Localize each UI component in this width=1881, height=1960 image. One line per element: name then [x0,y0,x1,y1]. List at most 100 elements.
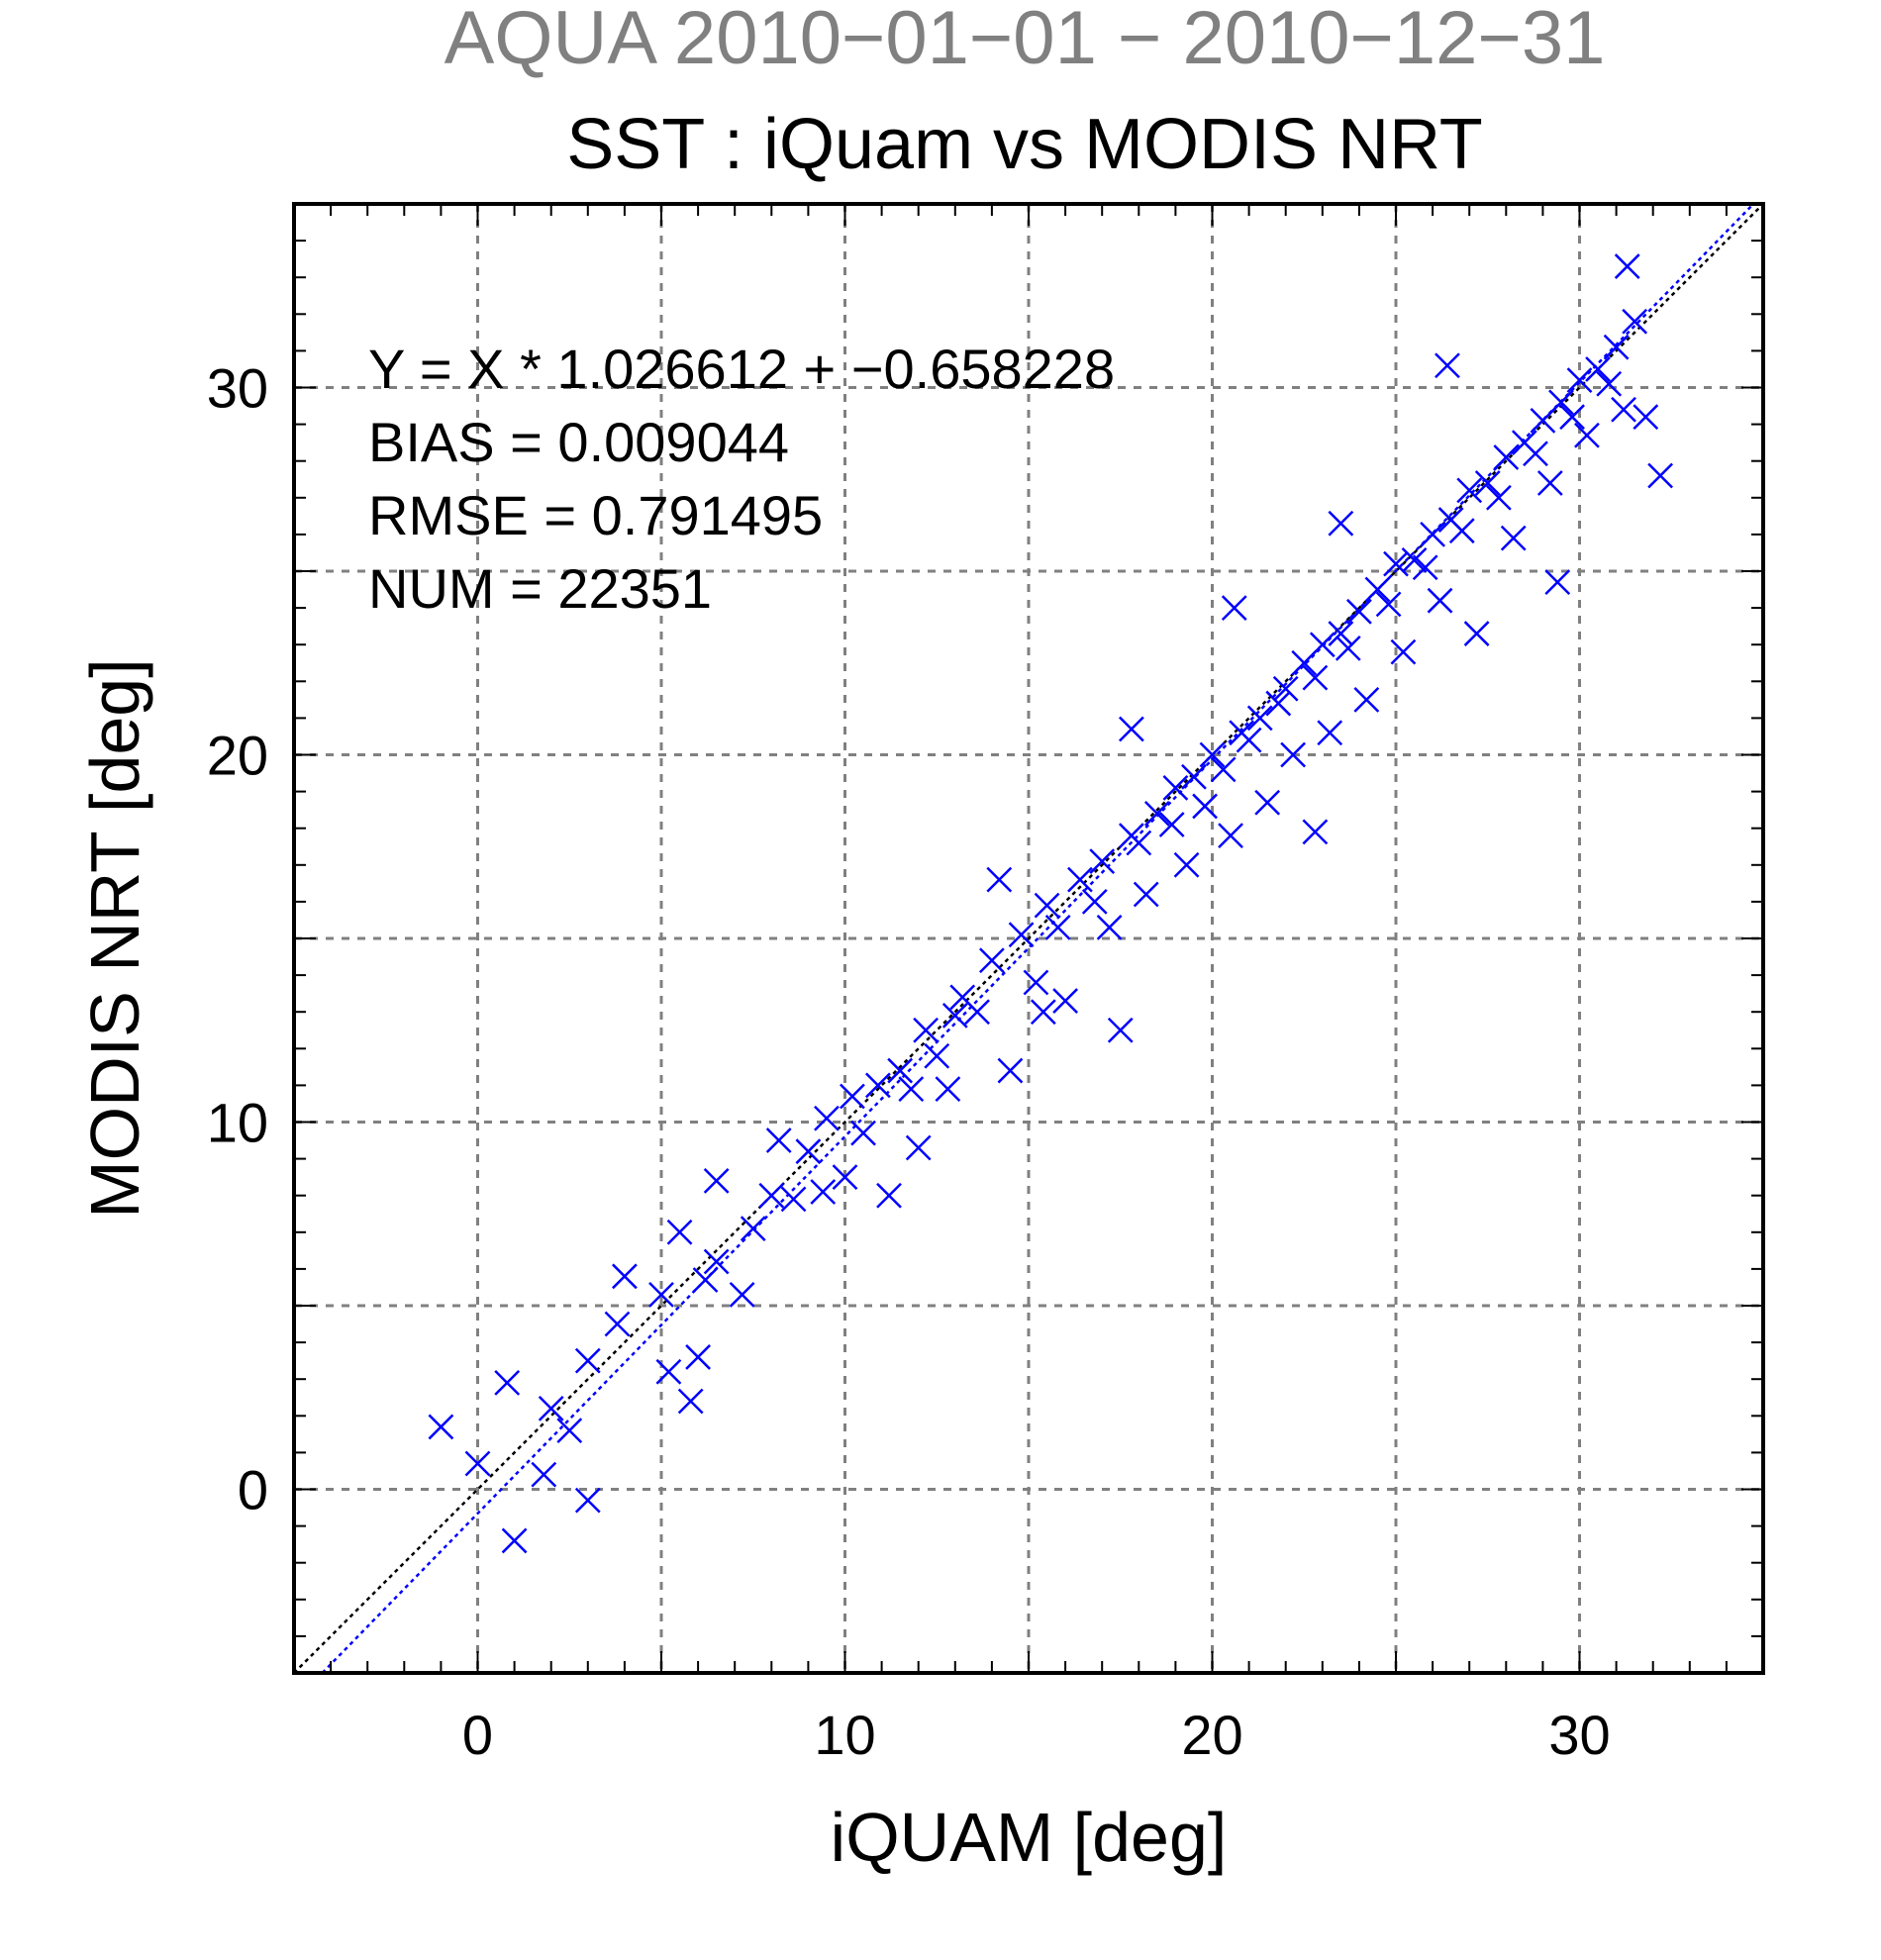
data-point [1500,525,1527,551]
regression-line [321,203,1755,1674]
data-point [703,1167,730,1194]
data-point [865,1072,891,1099]
data-point [1118,716,1144,742]
data-point [685,1344,711,1370]
x-tick-label: 20 [1181,1704,1242,1766]
data-point [1044,914,1071,940]
rmse-stat: RMSE = 0.791495 [368,484,823,546]
data-point [1536,470,1563,496]
data-point [1096,914,1123,940]
data-point [648,1281,674,1308]
data-point [1485,484,1512,511]
data-point [924,1042,950,1069]
data-point [1317,720,1343,746]
data-point [1199,741,1226,768]
data-point [1107,1017,1134,1043]
data-point [1236,727,1262,753]
data-point [1081,889,1108,915]
data-point [538,1395,564,1421]
data-point [1126,830,1152,856]
y-tick-label: 10 [207,1092,268,1154]
data-point [905,1134,932,1161]
data-point [795,1138,822,1165]
data-point [1067,866,1093,893]
data-point [1246,705,1273,732]
data-point [765,1127,792,1153]
x-axis-label: iQUAM [deg] [831,1799,1228,1876]
data-point [1030,999,1056,1026]
data-point [666,1219,693,1245]
data-point [574,1347,601,1374]
data-point [1052,988,1078,1014]
data-point [655,1358,682,1385]
plot-frame [292,202,1765,1675]
data-point [810,1179,837,1205]
data-point [964,999,990,1026]
data-point [997,1057,1024,1084]
data-point [1280,741,1307,768]
y-axis-label: MODIS NRT [deg] [76,658,153,1218]
data-point [1456,477,1483,504]
data-point [758,1182,785,1209]
data-point [1254,789,1281,816]
data-point [1548,389,1574,416]
data-point [1474,470,1501,496]
data-point [612,1263,638,1290]
data-point [729,1281,755,1308]
data-point [832,1164,858,1191]
data-point [1309,632,1336,658]
data-point [1633,404,1659,431]
data-point [1622,308,1648,335]
data-point [501,1527,528,1554]
y-tick-label: 0 [238,1459,268,1521]
data-point [556,1418,583,1444]
data-point [1364,576,1391,603]
data-point [740,1216,766,1241]
data-point [1158,812,1185,837]
grid [294,204,1763,1673]
data-point [1302,819,1329,845]
data-point [1435,352,1460,379]
num-stat: NUM = 22351 [368,557,712,620]
data-point [1008,922,1035,948]
data-point [1566,367,1593,393]
data-point [1173,851,1200,878]
data-point [1596,370,1623,397]
tick-labels: 0 10 20 30 0 10 20 30 [207,357,1611,1767]
data-point [986,866,1013,893]
data-point [1143,800,1170,827]
data-point [1585,356,1611,382]
data-point [979,947,1005,974]
data-point [1614,253,1640,279]
data-point [941,1003,968,1029]
data-point [1420,522,1445,547]
data-point [1034,892,1060,919]
data-point [1181,763,1207,790]
data-point [1089,848,1116,874]
data-point [1023,969,1049,996]
data-point [1265,690,1292,717]
data-point [703,1248,730,1275]
data-point [574,1487,601,1514]
data-point [1162,775,1189,801]
data-point [464,1450,491,1477]
x-tick-label: 30 [1548,1704,1610,1766]
data-point [1133,881,1159,908]
data-point [913,1017,940,1043]
data-point [531,1461,557,1488]
data-point [1493,444,1520,470]
bias-stat: BIAS = 0.009044 [368,411,789,473]
chart-supertitle: AQUA 2010−01−01 − 2010−12−31 [445,0,1606,80]
y-tick-label: 20 [207,725,268,787]
data-point [1603,334,1630,360]
data-point [1346,598,1372,625]
data-point [428,1414,454,1440]
data-point [1448,518,1475,544]
chart-title: SST : iQuam vs MODIS NRT [566,105,1483,184]
data-point [876,1182,902,1209]
x-tick-label: 10 [814,1704,875,1766]
data-point [1210,756,1237,783]
data-point [604,1311,631,1337]
data-point [1390,638,1417,665]
data-points [428,253,1674,1554]
